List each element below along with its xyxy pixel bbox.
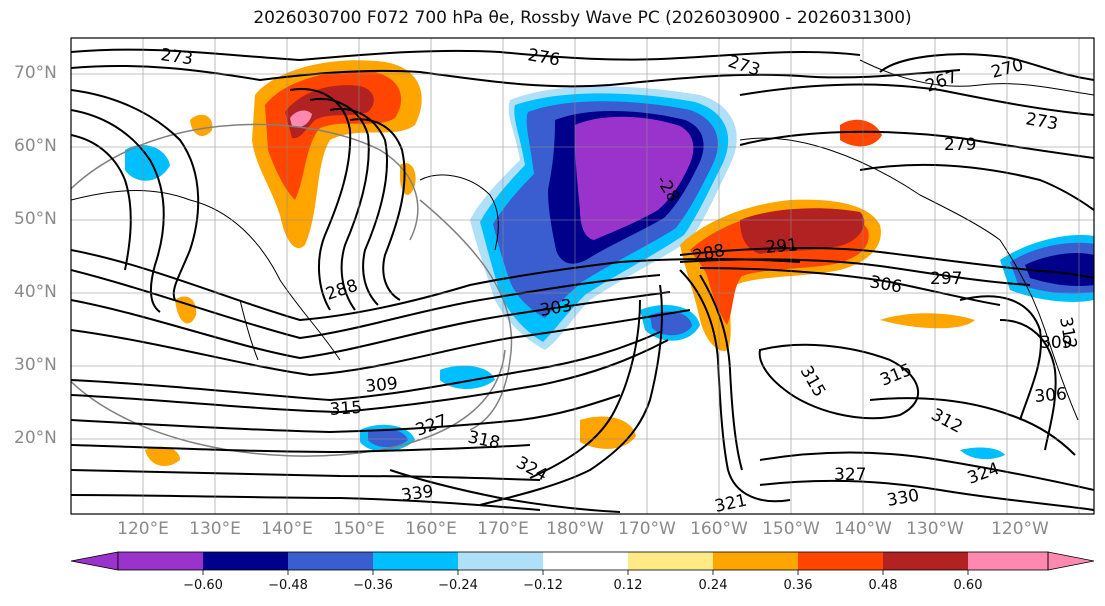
contour-label: 297: [930, 269, 962, 289]
contour-label: 306: [1034, 384, 1068, 407]
lat-label-40n: 40°N: [14, 282, 57, 302]
shade-asia-pink: [290, 110, 312, 128]
shade-orange-sw: [145, 446, 180, 466]
contour-label: 339: [400, 482, 435, 506]
lon-label: 150°E: [333, 519, 385, 539]
colorbar-tick-label: 0.36: [783, 578, 813, 593]
colorbar-tick-label: −0.48: [268, 578, 308, 593]
colorbar-extend-left: [70, 551, 119, 571]
lon-label: 130°W: [906, 519, 964, 539]
shade-asia-darkred: [285, 85, 374, 139]
lon-label: 140°W: [834, 519, 892, 539]
lat-label-70n: 70°N: [14, 63, 57, 83]
colorbar-seg: [883, 552, 968, 570]
lon-label: 120°W: [991, 519, 1049, 539]
lon-label: 160°W: [690, 519, 748, 539]
lon-label: 150°W: [762, 519, 820, 539]
lon-label: 170°E: [477, 519, 529, 539]
colorbar-seg: [373, 552, 458, 570]
shade-coast-navy: [1025, 253, 1094, 287]
contour-label: 291: [765, 235, 799, 258]
contour-label: 309: [364, 374, 398, 397]
colorbar-seg: [713, 552, 798, 570]
lat-label-50n: 50°N: [14, 209, 57, 229]
lon-label: 180°W: [546, 519, 604, 539]
lon-label: 130°E: [189, 519, 241, 539]
colorbar: [70, 551, 1095, 575]
contour-label: 315: [329, 398, 363, 420]
colorbar-seg: [798, 552, 883, 570]
colorbar-tick-label: 0.48: [868, 578, 898, 593]
contour-label: 273: [159, 45, 194, 69]
colorbar-extend-right: [1047, 551, 1095, 571]
shade-royal-w2: [368, 428, 408, 448]
shade-cyan-c2: [960, 447, 1005, 460]
colorbar-seg: [118, 552, 203, 570]
colorbar-border: [117, 551, 1049, 571]
graticule: [71, 38, 1094, 514]
coastlines: [71, 59, 1094, 421]
shade-royal-c1: [650, 311, 692, 336]
colorbar-tick-label: 0.24: [698, 578, 728, 593]
shade-orange-small2: [175, 296, 197, 324]
map-border: [70, 37, 1095, 515]
lon-label: 140°E: [261, 519, 313, 539]
colorbar-tick-label: 0.12: [613, 578, 643, 593]
shade-orange-east1: [880, 313, 975, 329]
colorbar-tick-label: 0.60: [953, 578, 983, 593]
colorbar-tick-label: −0.24: [438, 578, 478, 593]
colorbar-seg: [288, 552, 373, 570]
contour-label: 309: [1040, 333, 1072, 353]
lon-label: 160°E: [405, 519, 457, 539]
shade-npac-purple: [575, 116, 694, 240]
lat-label-60n: 60°N: [14, 136, 57, 156]
lat-label-20n: 20°N: [14, 428, 57, 448]
grey-guide-lines: [71, 123, 513, 457]
colorbar-tick-label: −0.36: [353, 578, 393, 593]
colorbar-seg: [968, 552, 1048, 570]
lon-label: 120°E: [117, 519, 169, 539]
shade-orange-subtrop: [580, 416, 636, 449]
contour-label: 279: [944, 135, 976, 155]
lat-label-30n: 30°N: [14, 355, 57, 375]
colorbar-tick-label: −0.12: [523, 578, 563, 593]
colorbar-seg: [458, 552, 543, 570]
colorbar-seg: [203, 552, 288, 570]
contour-label: 327: [834, 465, 866, 485]
map-title: 2026030700 F072 700 hPa θe, Rossby Wave …: [253, 8, 912, 28]
shade-orange-alaska: [840, 119, 882, 147]
colorbar-seg: [628, 552, 713, 570]
colorbar-seg: [543, 552, 628, 570]
theta-e-contours: [71, 48, 1094, 513]
shade-orange-small1: [190, 114, 213, 136]
colorbar-tick-label: −0.60: [183, 578, 223, 593]
lon-label: 170°W: [618, 519, 676, 539]
shade-cyan-w1: [125, 145, 170, 181]
